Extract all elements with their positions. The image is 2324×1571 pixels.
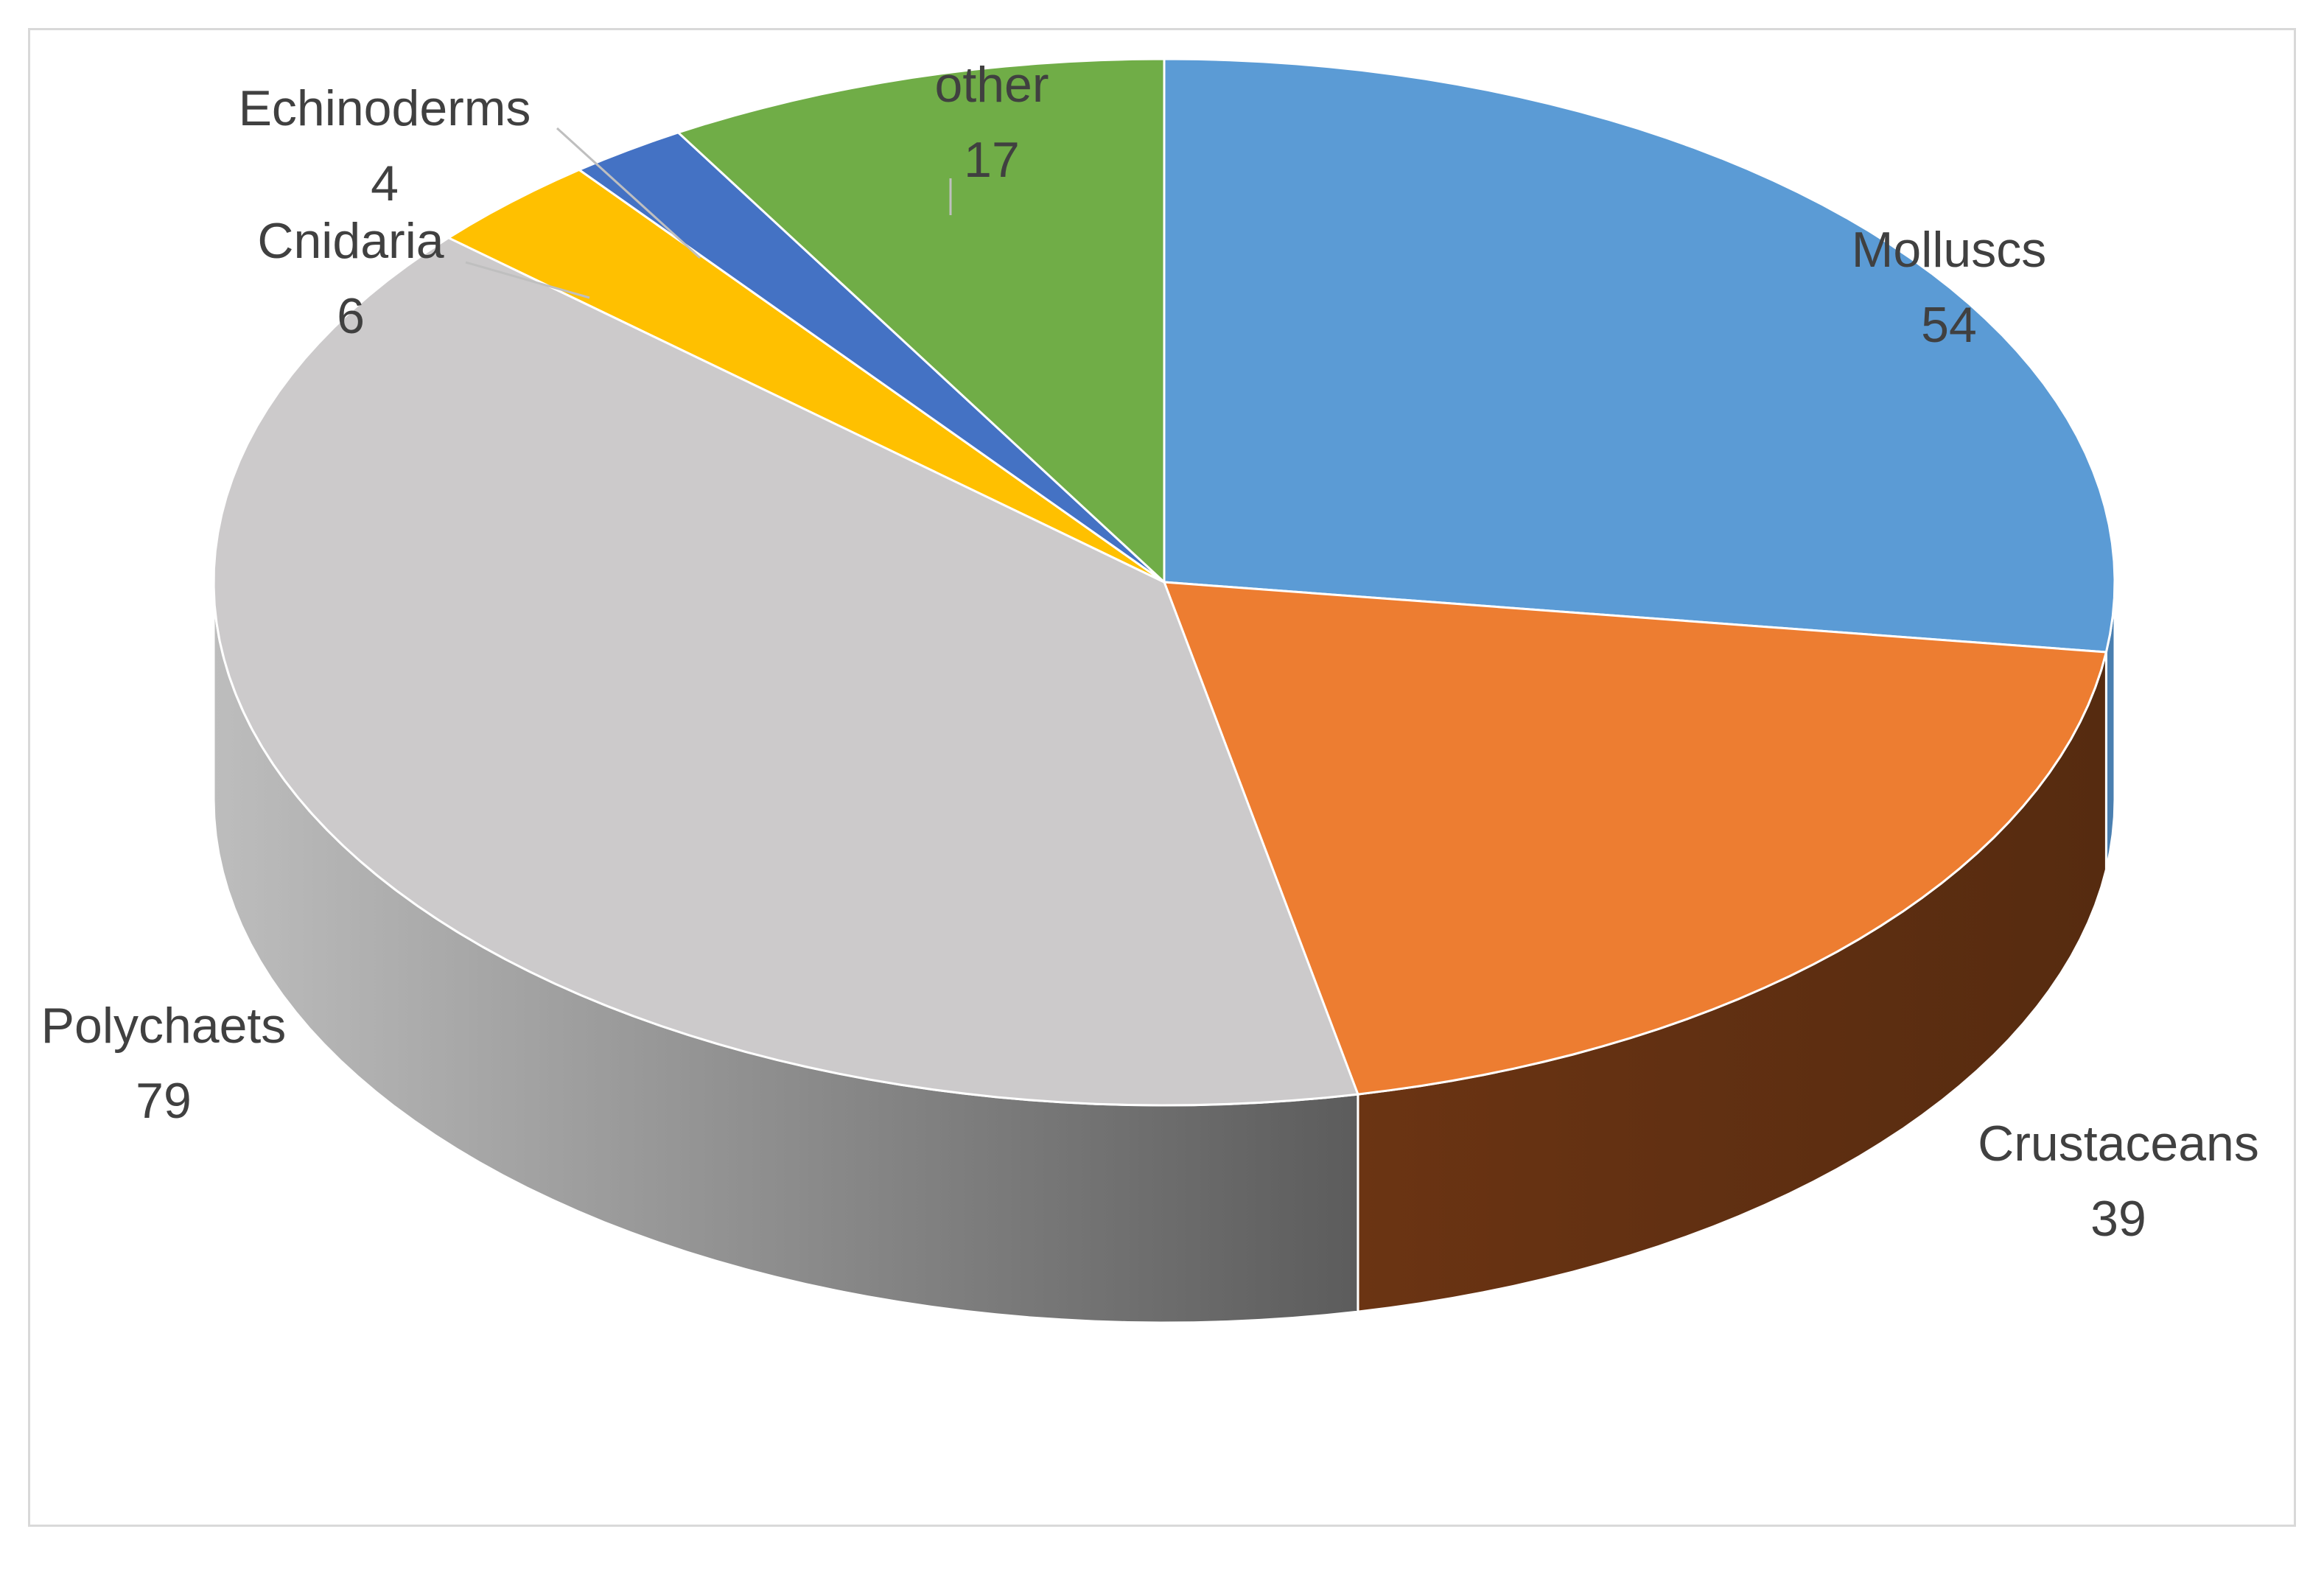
data-label-value: 17 xyxy=(964,132,1020,188)
data-label-value: 4 xyxy=(371,155,399,211)
data-label-category: Echinoderms xyxy=(239,80,531,136)
data-label-value: 6 xyxy=(337,288,365,344)
data-label-value: 39 xyxy=(2090,1191,2146,1247)
pie-slice-other[interactable] xyxy=(676,57,1166,584)
leader-lines xyxy=(465,127,952,299)
data-label-category: Crustaceans xyxy=(1978,1116,2259,1172)
data-label-molluscs: Molluscs 54 xyxy=(1852,222,2047,353)
data-label-cnidaria: Cnidaria 6 xyxy=(257,213,444,344)
data-label-value: 54 xyxy=(1921,297,1977,353)
data-label-category: other xyxy=(935,57,1049,113)
data-label-echinoderms: Echinoderms 4 xyxy=(239,80,531,211)
data-label-crustaceans: Crustaceans 39 xyxy=(1978,1116,2259,1247)
leader-line-echinoderms xyxy=(556,127,701,259)
pie-slice-molluscs[interactable] xyxy=(1163,57,2116,654)
leader-line-cnidaria xyxy=(465,261,590,299)
pie-slice-cnidaria[interactable] xyxy=(447,168,1166,584)
data-label-polychaets: Polychaets 79 xyxy=(41,998,287,1129)
data-label-category: Polychaets xyxy=(41,998,287,1054)
pie-slice-polychaets[interactable] xyxy=(212,237,1359,1107)
data-label-other: other 17 xyxy=(935,57,1049,188)
data-label-value: 79 xyxy=(136,1073,192,1129)
data-label-category: Molluscs xyxy=(1852,222,2047,278)
data-label-category: Cnidaria xyxy=(257,213,444,269)
data-labels: Molluscs 54 Crustaceans 39 Polychaets 79 Cnida… xyxy=(41,57,2259,1247)
pie-slice-crustaceans[interactable] xyxy=(1163,581,2107,1096)
pie-slices xyxy=(212,57,2116,1107)
